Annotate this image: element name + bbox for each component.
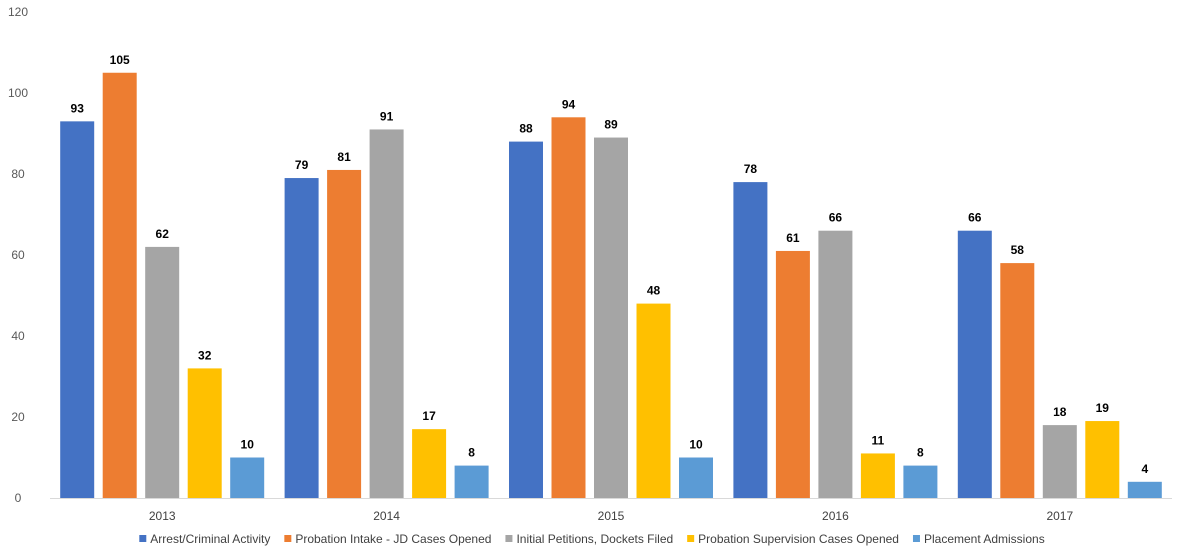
bar bbox=[1085, 421, 1120, 498]
legend-label: Initial Petitions, Dockets Filed bbox=[516, 532, 673, 546]
bar bbox=[145, 246, 180, 498]
data-label: 91 bbox=[380, 109, 394, 123]
data-label: 8 bbox=[917, 446, 924, 460]
y-tick-label: 0 bbox=[15, 491, 22, 505]
data-label: 11 bbox=[872, 433, 885, 447]
bar bbox=[1000, 263, 1035, 498]
x-tick-label: 2014 bbox=[373, 509, 400, 523]
legend-item: Placement Admissions bbox=[912, 532, 1045, 546]
data-label: 61 bbox=[786, 231, 800, 245]
bar bbox=[903, 465, 938, 498]
data-label: 78 bbox=[744, 162, 758, 176]
bar bbox=[412, 429, 447, 498]
legend-item: Probation Supervision Cases Opened bbox=[687, 532, 899, 546]
legend-swatch bbox=[505, 535, 513, 542]
data-label: 94 bbox=[562, 97, 576, 111]
bar bbox=[284, 178, 319, 499]
data-label: 17 bbox=[422, 409, 436, 423]
data-label: 48 bbox=[647, 284, 661, 298]
bar bbox=[509, 141, 543, 498]
legend-swatch bbox=[687, 535, 695, 542]
legend-swatch bbox=[139, 535, 147, 542]
y-tick-label: 60 bbox=[11, 248, 25, 262]
data-label: 8 bbox=[468, 446, 475, 460]
data-label: 81 bbox=[337, 150, 351, 164]
x-tick-label: 2015 bbox=[598, 509, 625, 523]
data-label: 66 bbox=[968, 211, 982, 225]
bar bbox=[818, 230, 853, 498]
data-label: 88 bbox=[519, 122, 533, 136]
legend-item: Arrest/Criminal Activity bbox=[139, 532, 270, 546]
legend-label: Arrest/Criminal Activity bbox=[150, 532, 270, 546]
x-tick-label: 2013 bbox=[149, 509, 176, 523]
x-axis: 2013 2014 2015 2016 2017 bbox=[149, 509, 1074, 523]
x-tick-label: 2016 bbox=[822, 509, 849, 523]
bar bbox=[327, 169, 362, 498]
bar bbox=[636, 303, 671, 498]
bars bbox=[60, 72, 1162, 499]
data-label: 79 bbox=[295, 158, 309, 172]
data-label: 89 bbox=[604, 118, 618, 132]
bar bbox=[1042, 425, 1077, 498]
data-label: 10 bbox=[689, 438, 703, 452]
y-axis: 0 20 40 60 80 100 120 bbox=[8, 5, 28, 505]
bar bbox=[775, 250, 810, 498]
legend: Arrest/Criminal Activity Probation Intake… bbox=[139, 532, 1045, 546]
bar bbox=[679, 457, 713, 498]
legend-item: Probation Intake - JD Cases Opened bbox=[284, 532, 491, 546]
bar bbox=[1127, 481, 1162, 498]
bar bbox=[102, 72, 137, 498]
legend-label: Probation Supervision Cases Opened bbox=[698, 532, 899, 546]
y-tick-label: 120 bbox=[8, 5, 28, 19]
legend-swatch bbox=[912, 535, 920, 542]
x-tick-label: 2017 bbox=[1046, 509, 1073, 523]
data-label: 105 bbox=[110, 53, 130, 67]
legend-item: Initial Petitions, Dockets Filed bbox=[505, 532, 673, 546]
bar bbox=[733, 182, 768, 498]
legend-swatch bbox=[284, 535, 292, 542]
y-tick-label: 20 bbox=[11, 410, 25, 424]
legend-label: Placement Admissions bbox=[924, 532, 1045, 546]
y-tick-label: 80 bbox=[11, 167, 25, 181]
data-label: 66 bbox=[829, 211, 843, 225]
y-tick-label: 40 bbox=[11, 329, 25, 343]
data-label: 4 bbox=[1141, 462, 1148, 476]
bar bbox=[860, 453, 895, 498]
bar bbox=[187, 368, 222, 498]
bar bbox=[230, 457, 265, 498]
bar bbox=[369, 129, 404, 498]
bar bbox=[551, 117, 586, 499]
bar bbox=[60, 121, 95, 498]
data-labels: 9310562321079819117888948948107861661186… bbox=[71, 53, 1149, 476]
bar bbox=[594, 137, 628, 499]
data-label: 10 bbox=[241, 438, 255, 452]
data-label: 62 bbox=[156, 227, 170, 241]
data-label: 58 bbox=[1011, 243, 1025, 257]
data-label: 32 bbox=[198, 348, 212, 362]
bar bbox=[957, 230, 992, 498]
y-tick-label: 100 bbox=[8, 86, 28, 100]
data-label: 19 bbox=[1096, 401, 1110, 415]
bar bbox=[454, 465, 489, 498]
data-label: 18 bbox=[1053, 405, 1067, 419]
legend-label: Probation Intake - JD Cases Opened bbox=[295, 532, 491, 546]
data-label: 93 bbox=[71, 101, 85, 115]
